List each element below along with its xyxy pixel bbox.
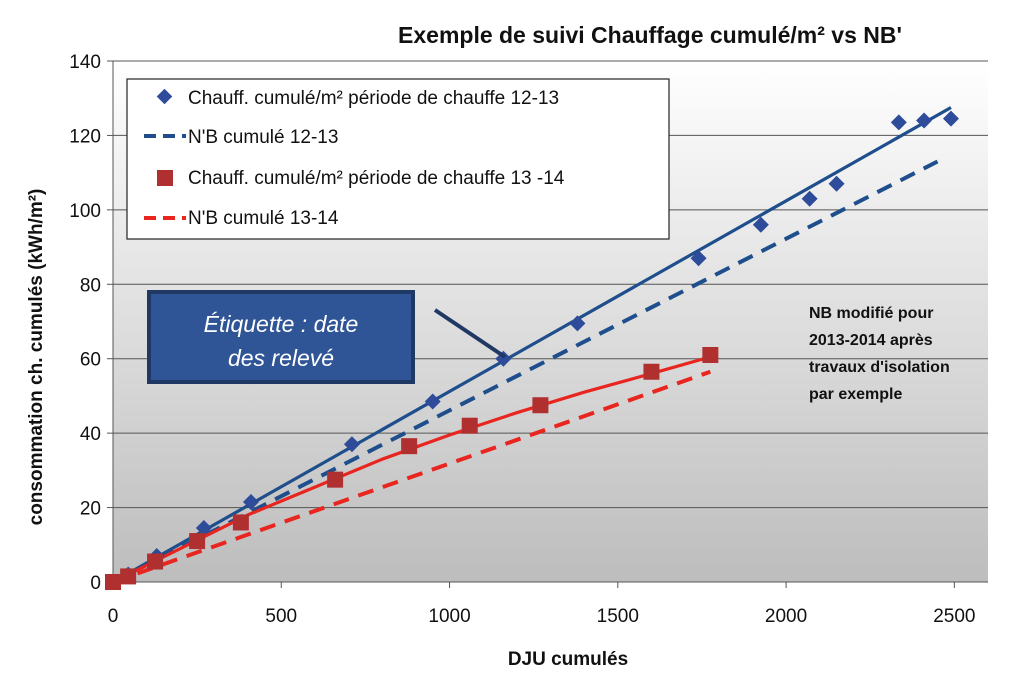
legend-box	[126, 78, 670, 240]
legend-label-series-4: N'B cumulé 13-14	[188, 208, 339, 229]
y-tick-label: 0	[90, 573, 101, 594]
note-line-2: 2013-2014 après	[809, 332, 933, 349]
data-point-square	[105, 574, 121, 590]
data-point-square	[702, 346, 719, 363]
legend-label-series-3: Chauff. cumulé/m² période de chauffe 13 …	[188, 168, 565, 189]
data-point-diamond	[942, 110, 959, 127]
callout: Étiquette : date des relevé	[147, 290, 507, 384]
x-tick-label: 2500	[933, 606, 975, 627]
y-tick-label: 120	[69, 126, 101, 147]
data-point-square	[232, 514, 249, 531]
data-point-square	[147, 553, 164, 570]
data-point-diamond	[343, 436, 360, 453]
x-tick-label: 1500	[597, 606, 639, 627]
data-point-diamond	[569, 315, 586, 332]
data-point-square	[401, 438, 418, 455]
data-point-diamond	[242, 493, 259, 510]
data-point-diamond	[195, 520, 212, 537]
data-point-square	[643, 363, 660, 380]
data-point-square	[189, 533, 206, 550]
data-point-square	[532, 397, 549, 414]
x-tick-label: 2000	[765, 606, 807, 627]
x-tick-label: 0	[108, 606, 119, 627]
callout-line-1: Étiquette : date	[204, 311, 359, 337]
legend-label-series-2: N'B cumulé 12-13	[188, 127, 338, 148]
y-tick-label: 100	[69, 201, 101, 222]
data-point-diamond	[690, 250, 707, 267]
callout-line-2: des relevé	[228, 345, 334, 371]
note-line-3: travaux d'isolation	[809, 359, 950, 376]
data-point-diamond	[424, 393, 441, 410]
note-line-1: NB modifié pour	[809, 305, 933, 322]
series-dashed-line	[112, 369, 712, 584]
legend-marker-square	[157, 170, 173, 186]
data-point-diamond	[828, 175, 845, 192]
y-tick-label: 60	[80, 350, 101, 371]
data-point-diamond	[752, 216, 769, 233]
data-point-diamond	[890, 114, 907, 131]
legend: Chauff. cumulé/m² période de chauffe 12-…	[126, 78, 670, 240]
y-tick-label: 80	[80, 275, 101, 296]
data-point-diamond	[916, 112, 933, 129]
legend-label-series-1: Chauff. cumulé/m² période de chauffe 12-…	[188, 88, 559, 109]
data-point-diamond	[801, 190, 818, 207]
x-tick-label: 1000	[428, 606, 470, 627]
y-tick-label: 40	[80, 424, 101, 445]
data-point-square	[327, 471, 344, 488]
y-axis-label: consommation ch. cumulés (kWh/m²)	[26, 189, 47, 526]
x-tick-labels: 0 500 1000 1500 2000 2500	[108, 582, 975, 627]
callout-arrow	[433, 308, 507, 359]
series-layer	[105, 106, 959, 590]
data-point-square	[461, 417, 478, 434]
x-axis-label: DJU cumulés	[508, 649, 628, 670]
callout-box	[147, 290, 415, 384]
legend-marker-diamond	[156, 88, 173, 105]
chart-title: Exemple de suivi Chauffage cumulé/m² vs …	[398, 22, 902, 48]
y-tick-label: 20	[80, 499, 101, 520]
note: NB modifié pour 2013-2014 après travaux …	[809, 305, 950, 403]
note-line-4: par exemple	[809, 386, 902, 403]
x-tick-label: 500	[265, 606, 297, 627]
y-tick-label: 140	[69, 52, 101, 73]
data-point-square	[120, 568, 137, 585]
y-tick-labels: 0 20 40 60 80 100 120 140	[69, 52, 113, 594]
